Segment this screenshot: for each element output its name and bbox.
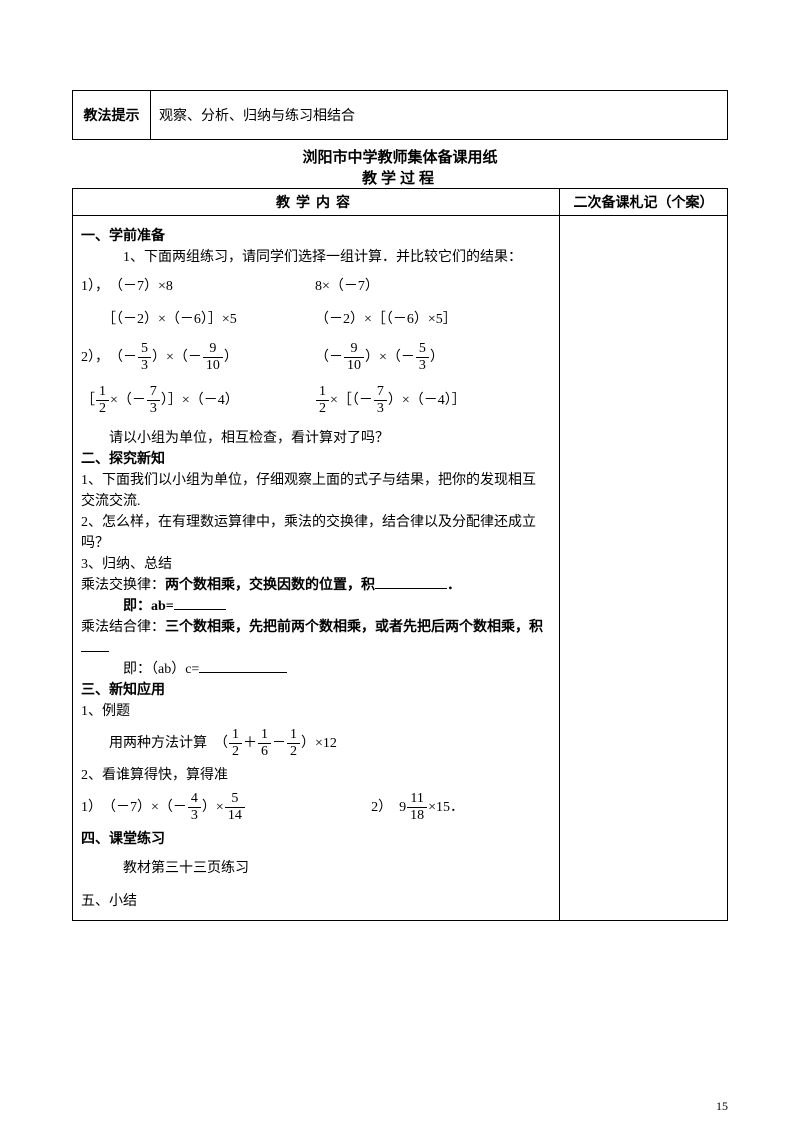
sec2-title: 二、探究新知 — [81, 449, 549, 470]
sec1-g2b: ［ 12 ×（－ 73 ）］×（－4） 12 ×［（－ 73 ）×（－4）］ — [81, 385, 549, 416]
sec2-law2c: 即：（ab）c= — [81, 659, 549, 680]
g2-a-mid: ）×（－ — [152, 347, 202, 368]
sec2-law1d: 即：ab= — [81, 596, 549, 617]
law2c-blank — [199, 659, 287, 673]
q2-label: 2） 9 — [371, 797, 406, 818]
g2-b-mid: ）×（－ — [365, 347, 415, 368]
sec5-title: 五、小结 — [81, 891, 549, 912]
teaching-method-table: 教法提示 观察、分析、归纳与练习相结合 — [72, 90, 728, 140]
ex-f2: 16 — [258, 728, 271, 759]
law1c: ． — [447, 578, 461, 593]
ex-minus: － — [272, 733, 286, 754]
q1-f2: 514 — [225, 792, 245, 823]
page: 教法提示 观察、分析、归纳与练习相结合 浏阳市中学教师集体备课用纸 教学过程 教… — [0, 0, 800, 1132]
g1-a: （－7）×8 — [116, 279, 173, 294]
g2b-a-f1: 12 — [96, 385, 109, 416]
law1a: 乘法交换律： — [81, 578, 165, 593]
g2-label: 2）， — [81, 347, 109, 368]
law1d-blank — [174, 596, 226, 610]
header-notes: 二次备课札记（个案） — [560, 189, 728, 216]
sec1-title: 一、学前准备 — [81, 226, 549, 247]
ex-f1: 12 — [229, 728, 242, 759]
q1-label: 1） — [81, 797, 102, 818]
g2-a-f1: 53 — [138, 342, 151, 373]
page-title-2: 教学过程 — [72, 167, 728, 188]
sec3-title: 三、新知应用 — [81, 680, 549, 701]
g1-b: 8×（－7） — [315, 279, 379, 294]
g2b-a-pre: ［ — [81, 390, 95, 411]
sec1-g1: 1）， （－7）×8 8×（－7） — [81, 276, 549, 297]
teaching-method-value: 观察、分析、归纳与练习相结合 — [151, 91, 728, 140]
g2b-b-f2: 73 — [374, 385, 387, 416]
sec1-p2: 请以小组为单位，相互检查，看计算对了吗？ — [81, 428, 549, 449]
sec3-q: 1） （－7）×（－ 43 ）× 514 2） 9 1118 ×15． — [81, 792, 549, 823]
sec3-p1: 1、例题 — [81, 701, 549, 722]
sec2-p3: 3、归纳、总结 — [81, 554, 549, 575]
q2-f: 1118 — [407, 792, 427, 823]
g2b-b-mid1: ×［（－ — [330, 390, 373, 411]
g2b-a-mid1: ×（－ — [110, 390, 146, 411]
g1b-a: ［（－2）×（－6）］×5 — [109, 312, 237, 327]
g2-b-pre: （－ — [315, 347, 343, 368]
g2-a-post: ） — [224, 347, 238, 368]
sec2-law2: 乘法结合律：三个数相乘，先把前两个数相乘，或者先把后两个数相乘，积 — [81, 617, 549, 659]
law1b: 两个数相乘，交换因数的位置，积 — [165, 578, 375, 593]
g2b-a-mid2: ）］×（－4） — [161, 390, 239, 411]
law1-blank — [375, 575, 447, 589]
g2-b-post: ） — [430, 347, 444, 368]
sec4-title: 四、课堂练习 — [81, 829, 549, 850]
g2-a-f2: 910 — [203, 342, 223, 373]
ex-pre: 用两种方法计算 （ — [109, 733, 228, 754]
page-title-1: 浏阳市中学教师集体备课用纸 — [72, 146, 728, 167]
sec1-g1b: ［（－2）×（－6）］×5 （－2）×［（－6）×5］ — [81, 309, 549, 330]
law2a: 乘法结合律： — [81, 620, 165, 635]
g2b-b-mid2: ）×（－4）］ — [388, 390, 466, 411]
g1b-b: （－2）×［（－6）×5］ — [315, 312, 457, 327]
g2-b-f1: 910 — [344, 342, 364, 373]
q1-pre: （－7）×（－ — [102, 797, 187, 818]
g2-a-pre: （－ — [109, 347, 137, 368]
law2b: 三个数相乘，先把前两个数相乘，或者先把后两个数相乘，积 — [165, 620, 543, 635]
g2b-a-f2: 73 — [147, 385, 160, 416]
sec2-p1: 1、下面我们以小组为单位，仔细观察上面的式子与结果，把你的发现相互交流交流. — [81, 470, 549, 512]
q1-f1: 43 — [188, 792, 201, 823]
notes-cell — [560, 216, 728, 921]
ex-f3: 12 — [287, 728, 300, 759]
content-cell: 一、学前准备 1、下面两组练习，请同学们选择一组计算．并比较它们的结果： 1），… — [73, 216, 560, 921]
g1-label: 1）， — [81, 279, 102, 294]
page-number: 15 — [716, 1099, 728, 1114]
main-table: 教学内容 二次备课札记（个案） 一、学前准备 1、下面两组练习，请同学们选择一组… — [72, 188, 728, 921]
law1d: 即：ab= — [123, 599, 174, 614]
law2c: 即：（ab）c= — [123, 662, 199, 677]
g2b-b-f1: 12 — [316, 385, 329, 416]
sec4-p1: 教材第三十三页练习 — [81, 858, 549, 879]
g2-b-f2: 53 — [416, 342, 429, 373]
sec3-p2: 2、看谁算得快，算得准 — [81, 765, 549, 786]
sec3-ex: 用两种方法计算 （ 12 ＋ 16 － 12 ）×12 — [81, 728, 549, 759]
sec1-g2: 2）， （－ 53 ）×（－ 910 ） （－ 910 ）×（－ 53 ） — [81, 342, 549, 373]
law2-blank — [81, 638, 109, 652]
header-content: 教学内容 — [73, 189, 560, 216]
sec1-p1: 1、下面两组练习，请同学们选择一组计算．并比较它们的结果： — [81, 247, 549, 268]
ex-post: ）×12 — [301, 733, 337, 754]
q1-mid: ）× — [202, 797, 224, 818]
sec2-p2: 2、怎么样，在有理数运算律中，乘法的交换律，结合律以及分配律还成立吗？ — [81, 512, 549, 554]
q2-post: ×15． — [428, 797, 464, 818]
teaching-method-label: 教法提示 — [73, 91, 151, 140]
sec2-law1: 乘法交换律：两个数相乘，交换因数的位置，积 ． — [81, 575, 549, 596]
ex-plus: ＋ — [243, 733, 257, 754]
